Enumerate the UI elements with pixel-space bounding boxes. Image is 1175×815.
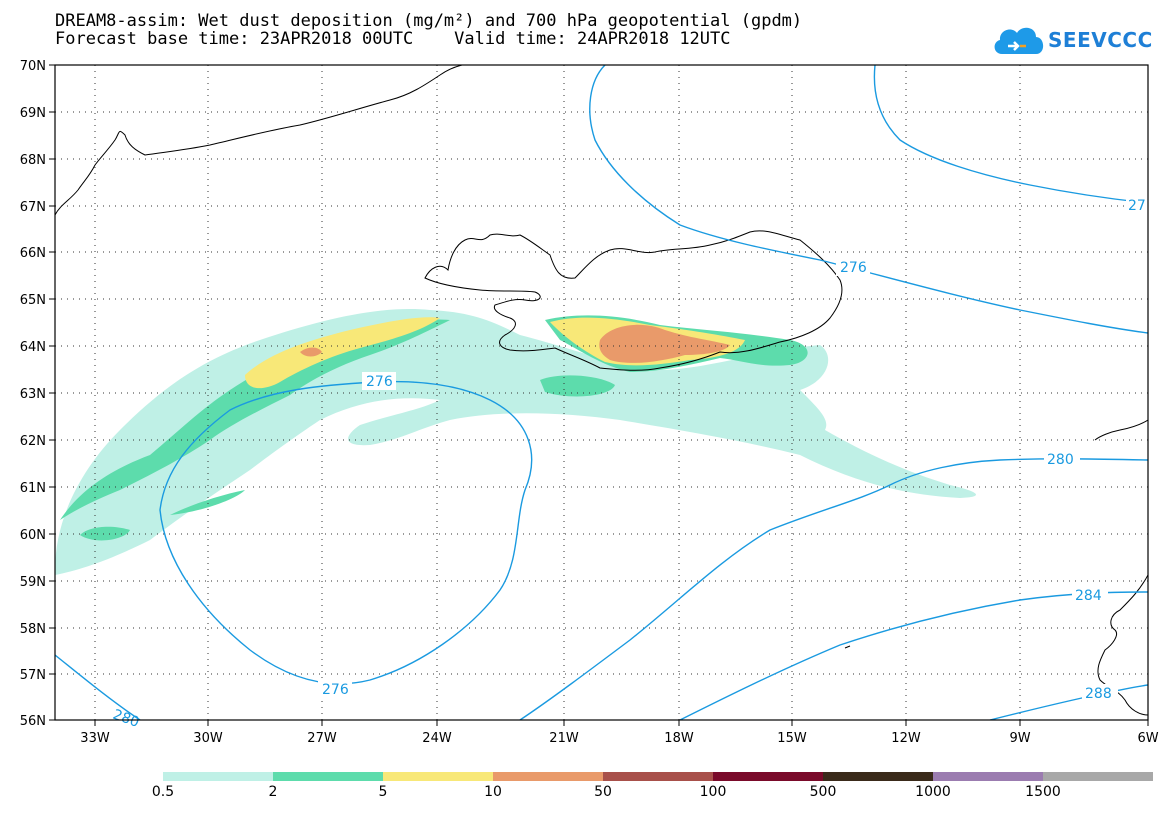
dust-area-2a xyxy=(60,319,450,520)
seevccc-logo: SEEVCCC xyxy=(990,20,1152,60)
lat-label: 62N xyxy=(20,434,46,449)
lat-label: 64N xyxy=(20,340,46,355)
lat-label: 57N xyxy=(20,668,46,683)
contour-276-north xyxy=(589,65,1148,334)
greenland-coast xyxy=(55,65,463,216)
latitude-labels: 70N 69N 68N 67N 66N 65N 64N 63N 62N 61N … xyxy=(20,59,46,729)
colorbar-label: 0.5 xyxy=(151,784,175,800)
colorbar-segment xyxy=(603,772,713,781)
logo-text: SEEVCCC xyxy=(1048,28,1153,52)
cloud-icon xyxy=(994,27,1044,54)
lat-label: 61N xyxy=(20,481,46,496)
geopotential-contours xyxy=(55,65,1148,720)
lon-label: 24W xyxy=(422,731,452,746)
graticule xyxy=(55,65,1148,720)
lat-label: 68N xyxy=(20,153,46,168)
lon-label: 9W xyxy=(1009,731,1030,746)
lat-label: 63N xyxy=(20,387,46,402)
longitude-labels: 33W 30W 27W 24W 21W 18W 15W 12W 9W 6W xyxy=(80,731,1158,746)
lat-label: 65N xyxy=(20,293,46,308)
contour-label: 280 xyxy=(1047,452,1074,468)
colorbar-segment xyxy=(933,772,1043,781)
contour-label: 276 xyxy=(366,374,393,390)
contour-label: 27 xyxy=(1128,198,1146,214)
colorbar-label: 10 xyxy=(484,784,502,800)
colorbar-label: 5 xyxy=(378,784,388,800)
dust-area-10a xyxy=(300,347,322,357)
lon-label: 27W xyxy=(307,731,337,746)
coastlines xyxy=(55,65,1148,716)
colorbar-segment xyxy=(383,772,493,781)
lat-label: 69N xyxy=(20,106,46,121)
axis-ticks xyxy=(49,64,1149,726)
colorbar-segment xyxy=(163,772,273,781)
colorbar-segment xyxy=(823,772,933,781)
lat-label: 70N xyxy=(20,59,46,74)
dust-area-2d xyxy=(540,375,615,397)
lon-label: 18W xyxy=(664,731,694,746)
lon-label: 30W xyxy=(193,731,223,746)
dust-area-10b xyxy=(599,324,730,363)
contour-27-ne xyxy=(873,65,1148,204)
colorbar-label: 1000 xyxy=(915,784,951,800)
contour-label: 276 xyxy=(840,260,867,276)
lat-label: 60N xyxy=(20,528,46,543)
colorbar-label: 500 xyxy=(809,784,837,800)
contour-label: 284 xyxy=(1075,588,1102,604)
lat-label: 67N xyxy=(20,200,46,215)
colorbar-label: 50 xyxy=(594,784,612,800)
colorbar-label: 100 xyxy=(699,784,727,800)
contour-label: 276 xyxy=(322,682,349,698)
dust-area-2b xyxy=(80,526,130,541)
colorbar-label: 1500 xyxy=(1025,784,1061,800)
colorbar xyxy=(163,772,1153,781)
lat-label: 56N xyxy=(20,714,46,729)
lon-label: 6W xyxy=(1137,731,1158,746)
map-title: DREAM8-assim: Wet dust deposition (mg/m²… xyxy=(55,11,803,31)
dust-deposition-field xyxy=(55,309,977,575)
lon-label: 21W xyxy=(549,731,579,746)
contour-label: 280 xyxy=(111,707,142,731)
contour-labels: 276 276 276 27 280 284 288 280 xyxy=(111,196,1148,731)
contour-280-east xyxy=(519,458,1148,720)
lon-label: 12W xyxy=(891,731,921,746)
lat-label: 59N xyxy=(20,575,46,590)
lat-label: 58N xyxy=(20,622,46,637)
dust-area-2c xyxy=(170,490,245,515)
colorbar-segment xyxy=(493,772,603,781)
scotland-coast xyxy=(1097,574,1148,716)
colorbar-segment xyxy=(713,772,823,781)
iceland-coast xyxy=(424,230,843,371)
dust-area-5a xyxy=(245,317,440,389)
lat-label: 66N xyxy=(20,246,46,261)
contour-288 xyxy=(989,684,1148,720)
lon-label: 15W xyxy=(777,731,807,746)
contour-280-southwest xyxy=(55,654,141,720)
lon-label: 33W xyxy=(80,731,110,746)
contour-276-low xyxy=(159,380,533,685)
colorbar-label: 2 xyxy=(268,784,278,800)
colorbar-segment xyxy=(273,772,383,781)
colorbar-segment xyxy=(1043,772,1153,781)
faroe-coast xyxy=(844,645,851,649)
contour-label: 288 xyxy=(1085,686,1112,702)
map-subtitle: Forecast base time: 23APR2018 00UTC Vali… xyxy=(55,29,731,49)
contour-284 xyxy=(679,591,1148,720)
norway-coast xyxy=(1094,419,1148,441)
